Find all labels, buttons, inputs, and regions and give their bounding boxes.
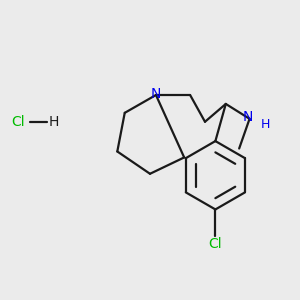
Text: H: H	[48, 115, 59, 129]
Text: Cl: Cl	[11, 115, 25, 129]
Text: N: N	[151, 86, 161, 100]
Text: N: N	[243, 110, 253, 124]
Text: Cl: Cl	[208, 237, 222, 250]
Text: H: H	[261, 118, 271, 130]
